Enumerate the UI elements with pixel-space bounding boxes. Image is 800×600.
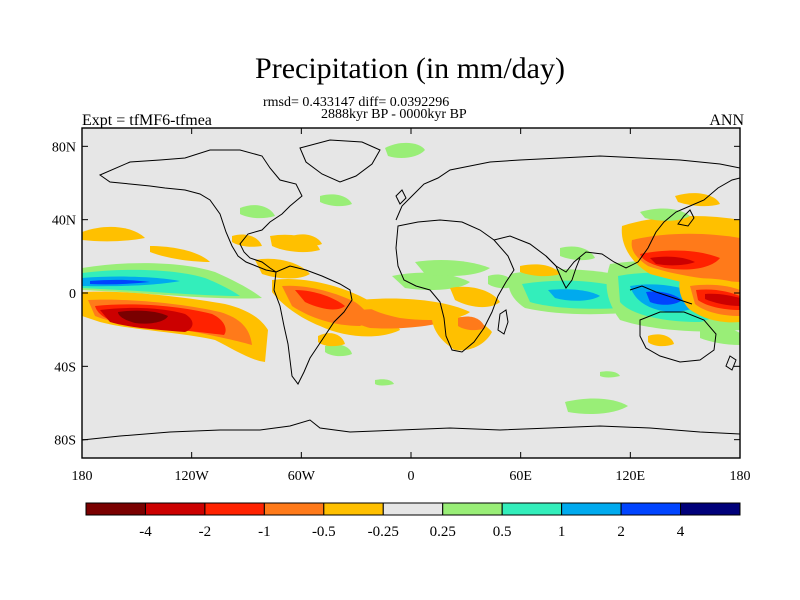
anomaly-natlantic-yellow (292, 234, 322, 247)
coast-new-zealand (725, 355, 737, 371)
colorbar-swatch (144, 502, 206, 516)
anomaly-npac-orange2 (150, 246, 210, 262)
anomaly-calif-orange (232, 234, 262, 247)
x-tick-label: 120E (616, 469, 646, 484)
colorbar-swatch (501, 502, 563, 516)
chart-title: Precipitation (in mm/day) (255, 52, 565, 85)
anomaly-field (82, 142, 740, 414)
y-tick-label: 40S (54, 360, 76, 375)
y-tick-label: 0 (69, 287, 76, 302)
colorbar-swatch (85, 502, 146, 516)
anomaly-aus-green (700, 328, 740, 345)
coast-maritime (629, 285, 693, 305)
x-tick-label: 0 (408, 469, 415, 484)
season-label: ANN (709, 112, 744, 129)
coast-india (545, 255, 581, 289)
x-tick-label: 60W (288, 469, 316, 484)
colorbar-label: -2 (199, 524, 212, 540)
colorbar-swatch (382, 502, 444, 516)
axes-ticks: 180 120W 60W 0 60E 120E 180 80N 40N 0 40S 80S (52, 128, 751, 484)
anomaly-wafrica-green (392, 272, 470, 290)
colorbar-label: 0.25 (430, 524, 456, 540)
colorbar-swatch (323, 502, 384, 516)
x-tick-label: 120W (175, 469, 210, 484)
colorbar-label: -1 (258, 524, 271, 540)
anomaly-sam-green (325, 344, 352, 357)
x-tick-label: 180 (730, 469, 751, 484)
anomaly-nwpac-darkred (650, 256, 695, 266)
colorbar: -4 -2 -1 -0.5 -0.25 0.25 0.5 1 2 4 (85, 502, 741, 540)
coast-antarctica (82, 419, 740, 441)
stats-line: rmsd= 0.433147 diff= 0.0392296 (263, 95, 450, 110)
anomaly-eafrica-yellow (450, 286, 500, 308)
anomaly-indian-blue (548, 289, 600, 301)
coast-japan (677, 209, 695, 227)
colorbar-swatch (620, 502, 682, 516)
colorbar-label: -0.5 (312, 524, 336, 540)
colorbar-label: 0.5 (493, 524, 512, 540)
coast-africa (395, 219, 515, 353)
experiment-label: Expt = tfMF6-tfmea (82, 112, 212, 129)
anomaly-bengal-green (560, 246, 595, 261)
coast-uk (395, 189, 407, 205)
y-tick-label: 40N (52, 214, 76, 229)
colorbar-swatch (204, 502, 265, 516)
anomaly-sahel-green (415, 260, 490, 276)
anomaly-aus-yellow (648, 334, 674, 347)
coast-greenland (299, 139, 381, 183)
anomaly-southern-ocean-green (565, 398, 628, 414)
colorbar-label: 4 (677, 524, 685, 540)
anomaly-indian-yellow (520, 264, 560, 277)
colorbar-label: 1 (558, 524, 566, 540)
y-tick-label: 80S (54, 434, 76, 449)
x-tick-label: 180 (72, 469, 93, 484)
period-line: 2888kyr BP - 0000kyr BP (321, 107, 467, 122)
anomaly-npac-orange (82, 226, 145, 242)
anomaly-atlantic-yellow (360, 298, 470, 320)
anomaly-wpac-darkred (705, 293, 740, 306)
colorbar-swatch (442, 502, 503, 516)
colorbar-swatch (561, 502, 622, 516)
anomaly-amazon-red (295, 290, 345, 310)
y-tick-label: 80N (52, 140, 76, 155)
coast-south-america (273, 265, 353, 385)
anomaly-pacific-itcz-darkblue (90, 279, 150, 285)
x-tick-label: 60E (509, 469, 532, 484)
coast-australia (639, 311, 717, 363)
anomaly-natlantic-green (320, 194, 352, 207)
anomaly-carib-green (240, 205, 275, 219)
anomaly-spcz-core (118, 310, 168, 324)
colorbar-label: -0.25 (368, 524, 399, 540)
colorbar-label: 2 (617, 524, 625, 540)
coastlines (82, 139, 740, 441)
anomaly-sothern-ocean-green2 (375, 379, 394, 386)
colorbar-swatch (263, 502, 325, 516)
coast-europe (395, 155, 740, 221)
coast-madagascar (497, 309, 509, 335)
anomaly-eafrica-orange (458, 316, 485, 331)
colorbar-swatch (680, 502, 741, 516)
anomaly-mc-darkblue (646, 291, 682, 305)
colorbar-label: -4 (139, 524, 152, 540)
anomaly-arctic-green (385, 142, 425, 158)
coast-north-america (98, 149, 303, 273)
anomaly-sothern-ocean-green3 (600, 371, 620, 378)
anomaly-gulf-yellow (255, 258, 310, 279)
